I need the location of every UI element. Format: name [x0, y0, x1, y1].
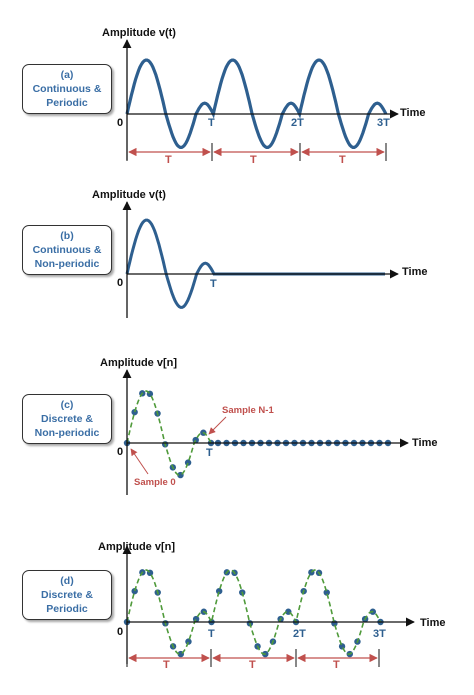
sample-d-1-1 [215, 587, 223, 595]
annotation-sample-n-1: Sample N-1 [222, 405, 274, 416]
sample-d-0-1 [131, 587, 138, 595]
x-axis-label-b: Time [402, 266, 427, 278]
panel-continuous-periodic: (a) Continuous & Periodic Amplitude v(t)… [0, 0, 474, 170]
origin-label-c: 0 [117, 446, 123, 458]
sample-c-8 [184, 459, 192, 466]
period-label-d-3: T [333, 659, 340, 671]
panel-label-b-line1: Continuous & [32, 244, 102, 256]
annotation-arrow-sample-0 [130, 448, 149, 475]
sample-c-1 [131, 408, 138, 416]
panel-label-c-line1: Discrete & [41, 413, 93, 425]
y-axis-label-d: Amplitude v[n] [98, 541, 175, 553]
sample-d-2-4 [323, 589, 330, 596]
panel-continuous-nonperiodic: (b) Continuous & Non-periodic Amplitude … [0, 0, 474, 330]
waveform-b: Amplitude v(t) Time 0 T [92, 189, 427, 318]
panel-label-a-letter: (a) [60, 69, 74, 81]
period-label-a-2: T [250, 154, 257, 166]
panel-label-c-letter: (c) [60, 399, 74, 411]
y-axis-label-a: Amplitude v(t) [102, 27, 176, 39]
panel-label-b-letter: (b) [60, 230, 74, 242]
x-axis-label-a: Time [400, 107, 425, 119]
tick-label-d-2: 2T [293, 628, 306, 640]
period-label-d-1: T [163, 659, 170, 671]
signal-curve-a [125, 58, 388, 149]
period-label-a-1: T [165, 154, 172, 166]
period-label-d-2: T [249, 659, 256, 671]
x-axis-label-d: Time [420, 617, 445, 629]
panel-label-d-line2: Periodic [46, 603, 88, 615]
tick-label-a-1: T [208, 117, 215, 129]
panel-discrete-nonperiodic: (c) Discrete & Non-periodic Amplitude v[… [22, 357, 437, 495]
origin-label-b: 0 [117, 277, 123, 289]
panel-label-a: (a) Continuous & Periodic [22, 64, 112, 114]
annotation-arrow-sample-n-1 [208, 416, 227, 435]
sample-d-0-9 [192, 615, 200, 623]
sample-d-0-8 [185, 638, 192, 645]
annotation-sample-0: Sample 0 [134, 477, 176, 488]
interp-curve-c [126, 390, 212, 476]
panel-label-d-letter: (d) [60, 575, 74, 587]
y-axis-label-b: Amplitude v(t) [92, 189, 166, 201]
panel-label-d-line1: Discrete & [41, 589, 93, 601]
tick-label-a-2: 2T [291, 117, 304, 129]
panel-label-b: (b) Continuous & Non-periodic [22, 225, 112, 275]
tick-label-b-1: T [210, 278, 217, 290]
origin-label-a: 0 [117, 117, 123, 129]
tick-label-c-1: T [206, 447, 213, 459]
y-axis-label-c: Amplitude v[n] [100, 357, 177, 369]
interp-curve-d [126, 569, 382, 655]
panel-label-c: (c) Discrete & Non-periodic [22, 394, 112, 444]
panel-label-a-line2: Periodic [46, 97, 88, 109]
waveform-a: Amplitude v(t) Time 0 T 2T 3T T T T [102, 27, 425, 166]
x-axis-label-c: Time [412, 437, 437, 449]
tick-label-a-3: 3T [377, 117, 390, 129]
panel-label-d: (d) Discrete & Periodic [22, 570, 112, 620]
signal-curve-b [125, 218, 385, 309]
tick-label-d-1: T [208, 628, 215, 640]
period-label-a-3: T [339, 154, 346, 166]
panel-label-b-line2: Non-periodic [34, 258, 100, 270]
origin-label-d: 0 [117, 626, 123, 638]
panel-label-a-line1: Continuous & [32, 83, 102, 95]
sample-d-2-6 [338, 643, 346, 650]
waveform-c: Amplitude v[n] Time 0 T Sample 0 Sample … [100, 357, 437, 495]
panel-label-c-line2: Non-periodic [34, 427, 100, 439]
tick-label-d-3: 3T [373, 628, 386, 640]
